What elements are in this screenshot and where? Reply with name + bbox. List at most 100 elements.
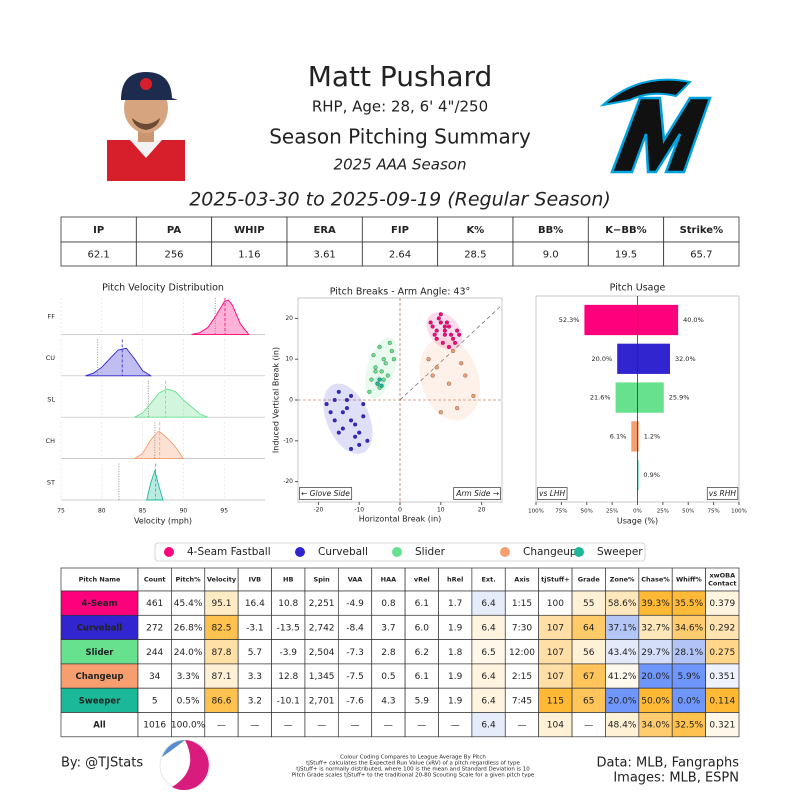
- table-value: -10.1: [277, 696, 300, 706]
- annotation-box: [706, 487, 739, 500]
- table-value: 1.8: [448, 648, 463, 658]
- pitch-point: [336, 389, 341, 394]
- table-value: 0.292: [709, 623, 735, 633]
- table-value: 7:45: [512, 696, 532, 706]
- table-header: tjStuff+: [541, 576, 569, 584]
- report-title: Season Pitching Summary: [269, 125, 531, 149]
- table-header: Zone%: [610, 576, 635, 584]
- row-label: ST: [47, 478, 55, 486]
- table-cell: [171, 663, 206, 689]
- table-header: Velocity: [207, 576, 237, 584]
- table-value: 461: [146, 599, 163, 609]
- table-header: Chase%: [641, 576, 670, 584]
- table-value: 86.6: [211, 696, 231, 706]
- table-cell: [237, 712, 272, 738]
- x-tick-label: 0: [398, 507, 402, 514]
- table-header: Spin: [314, 576, 331, 584]
- table-value: 6.1: [415, 599, 429, 609]
- tjstats-logo: [159, 739, 211, 791]
- pitch-point: [369, 377, 374, 382]
- table-cell: [504, 639, 540, 665]
- pitch-point: [377, 377, 382, 382]
- table-cell: [671, 614, 706, 640]
- table-cell: [705, 663, 740, 689]
- pitch-point: [344, 397, 350, 403]
- table-cell: [404, 712, 439, 738]
- value-label: 6.1%: [610, 432, 627, 440]
- table-cell: [438, 614, 473, 640]
- annotation: ← Glove Side: [301, 489, 350, 498]
- annotation-box: [299, 487, 353, 500]
- table-value: 2:15: [512, 672, 532, 682]
- table-cell: [571, 639, 606, 665]
- table-cell: [538, 639, 573, 665]
- pitch-point: [440, 340, 445, 345]
- table-cell: [638, 639, 673, 665]
- footer-note: Colour Coding Compares to League Average…: [340, 755, 486, 761]
- table-cell: [361, 241, 439, 267]
- pitch-point: [442, 332, 447, 337]
- table-header-cell: [587, 216, 665, 243]
- table-header: Count: [144, 576, 166, 584]
- table-cell: [137, 639, 172, 665]
- pitch-name: Sweeper: [79, 696, 121, 706]
- table-cell: [137, 712, 172, 738]
- table-value: 100: [547, 599, 564, 609]
- table-value: 3.2: [248, 696, 262, 706]
- table-value: -3.1: [246, 623, 264, 633]
- table-cell: [171, 712, 206, 738]
- pitch-point: [450, 336, 456, 341]
- x-tick-label: 80: [98, 508, 106, 515]
- pitch-point: [336, 430, 341, 435]
- table-value: 62.1: [88, 250, 110, 261]
- table-value: 6.4: [481, 599, 496, 609]
- annotation: Arm Side →: [455, 489, 499, 498]
- usage-bar: [617, 343, 638, 374]
- density-curve: [85, 347, 153, 377]
- table-header: Ext.: [481, 576, 495, 584]
- x-axis-label: Usage (%): [617, 517, 658, 526]
- player-info: RHP, Age: 28, 6' 4"/250: [312, 98, 488, 116]
- pitch-point: [324, 402, 329, 407]
- table-value: 107: [547, 648, 564, 658]
- pitch-point: [348, 393, 354, 398]
- table-cell: [638, 712, 673, 738]
- table-header: xwOBA Contact: [708, 572, 736, 588]
- x-tick-label: 100%: [528, 509, 544, 515]
- table-header-cell: [211, 216, 288, 243]
- table-header: ERA: [314, 225, 337, 236]
- legend-marker: [392, 547, 402, 557]
- table-value: 0.5: [381, 672, 395, 682]
- table-cell: [471, 639, 506, 665]
- table-cell: [671, 712, 706, 738]
- table-value: 3.3: [248, 672, 262, 682]
- table-value: 0.321: [709, 721, 735, 731]
- table-cell: [471, 614, 506, 640]
- table-cell: [60, 639, 139, 665]
- legend-label: Slider: [415, 546, 446, 558]
- x-tick-label: -20: [313, 507, 323, 514]
- table-value: 0.8: [381, 599, 396, 609]
- pitch-point: [357, 430, 362, 435]
- pitch-point: [446, 324, 452, 329]
- pitch-point: [436, 316, 441, 321]
- table-value: 107: [547, 672, 564, 682]
- table-value: 32.5%: [675, 721, 704, 731]
- table-value: 6.1: [415, 672, 429, 682]
- table-cell: [271, 590, 306, 616]
- table-value: —: [517, 721, 526, 731]
- pitch-point: [391, 357, 396, 362]
- x-tick-label: -10: [354, 507, 364, 514]
- pitch-point: [344, 406, 350, 411]
- table-value: 3.7: [381, 623, 395, 633]
- usage-bar: [584, 304, 638, 336]
- table-header: hRel: [447, 576, 463, 584]
- table-cell: [538, 663, 573, 689]
- chart-title: Pitch Velocity Distribution: [102, 283, 224, 294]
- pitch-point: [434, 328, 439, 333]
- image-source: Images: MLB, ESPN: [613, 771, 739, 786]
- legend-marker: [295, 547, 305, 557]
- table-cell: [137, 614, 172, 640]
- pitch-point: [348, 446, 354, 452]
- table-value: 1.9: [448, 623, 463, 633]
